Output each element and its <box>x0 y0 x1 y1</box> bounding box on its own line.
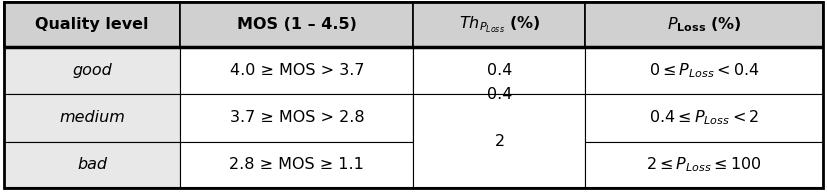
Bar <box>4 94 180 142</box>
Bar <box>414 47 586 142</box>
Bar <box>414 2 586 47</box>
Bar <box>180 2 414 47</box>
Text: 4.0 ≥ MOS > 3.7: 4.0 ≥ MOS > 3.7 <box>230 63 364 78</box>
Text: $0.4 \leq P_{Loss} < 2$: $0.4 \leq P_{Loss} < 2$ <box>649 108 759 127</box>
Text: bad: bad <box>77 157 108 172</box>
Text: 0.4: 0.4 <box>487 63 512 78</box>
Text: 2: 2 <box>495 134 504 149</box>
Text: $0 \leq P_{Loss} < 0.4$: $0 \leq P_{Loss} < 0.4$ <box>648 61 759 80</box>
Text: medium: medium <box>60 110 125 125</box>
Bar <box>180 94 414 142</box>
Bar <box>586 2 823 47</box>
Text: 3.7 ≥ MOS > 2.8: 3.7 ≥ MOS > 2.8 <box>230 110 364 125</box>
Bar <box>4 2 180 47</box>
Bar <box>4 142 180 188</box>
Bar <box>414 94 586 188</box>
Text: $2 \leq P_{Loss} \leq 100$: $2 \leq P_{Loss} \leq 100$ <box>647 156 762 174</box>
Bar <box>586 47 823 94</box>
Bar <box>414 47 586 94</box>
Text: Quality level: Quality level <box>36 17 149 32</box>
Text: $\mathbf{\mathit{Th}}_{P_{Loss}}$ $\mathbf{(\%)}$: $\mathbf{\mathit{Th}}_{P_{Loss}}$ $\math… <box>459 14 540 35</box>
Text: $\mathbf{\mathit{P}_{Loss}}$ $\mathbf{(\%)}$: $\mathbf{\mathit{P}_{Loss}}$ $\mathbf{(\… <box>667 15 742 34</box>
Text: 2.8 ≥ MOS ≥ 1.1: 2.8 ≥ MOS ≥ 1.1 <box>229 157 364 172</box>
Text: 0.4: 0.4 <box>487 87 512 102</box>
Bar <box>4 47 180 94</box>
Bar <box>586 94 823 142</box>
Text: MOS (1 – 4.5): MOS (1 – 4.5) <box>237 17 356 32</box>
Bar <box>586 142 823 188</box>
Text: good: good <box>72 63 112 78</box>
Bar <box>180 142 414 188</box>
Bar <box>180 47 414 94</box>
